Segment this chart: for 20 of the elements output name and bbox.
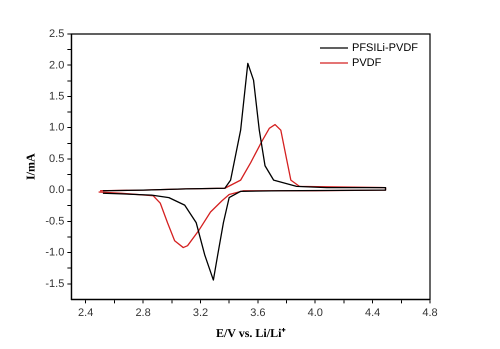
x-tick-label: 4.4 <box>364 307 380 320</box>
legend-label: PVDF <box>352 57 382 70</box>
y-tick-label: 2.5 <box>49 28 64 40</box>
y-axis-title: I/mA <box>23 153 38 180</box>
y-tick-label: 1.0 <box>49 122 64 134</box>
x-tick-label: 3.6 <box>250 307 266 320</box>
y-tick-label: -1.5 <box>45 278 64 290</box>
y-tick-label: 0.0 <box>49 184 64 196</box>
x-axis-title: E/V vs. Li/Li⁺ <box>216 326 286 340</box>
x-tick-label: 2.4 <box>78 307 94 320</box>
y-tick-label: 1.5 <box>49 90 64 102</box>
y-tick-label: -0.5 <box>45 215 64 228</box>
x-tick-label: 4.8 <box>422 307 438 320</box>
x-tick-label: 4.0 <box>308 307 323 320</box>
y-tick-label: -1.0 <box>45 246 64 259</box>
y-tick-label: 0.5 <box>49 152 64 165</box>
legend-label: PFSILi-PVDF <box>352 42 418 54</box>
x-tick-label: 2.8 <box>135 307 151 320</box>
x-tick-label: 3.2 <box>192 307 208 320</box>
y-tick-label: 2.0 <box>49 59 64 72</box>
